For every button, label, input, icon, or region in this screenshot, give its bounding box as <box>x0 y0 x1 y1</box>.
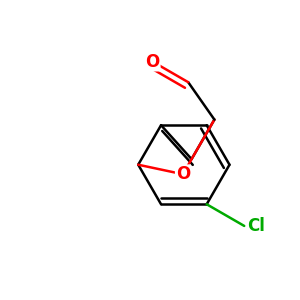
Text: Cl: Cl <box>247 217 265 235</box>
Text: O: O <box>146 53 160 71</box>
Text: O: O <box>176 165 190 183</box>
